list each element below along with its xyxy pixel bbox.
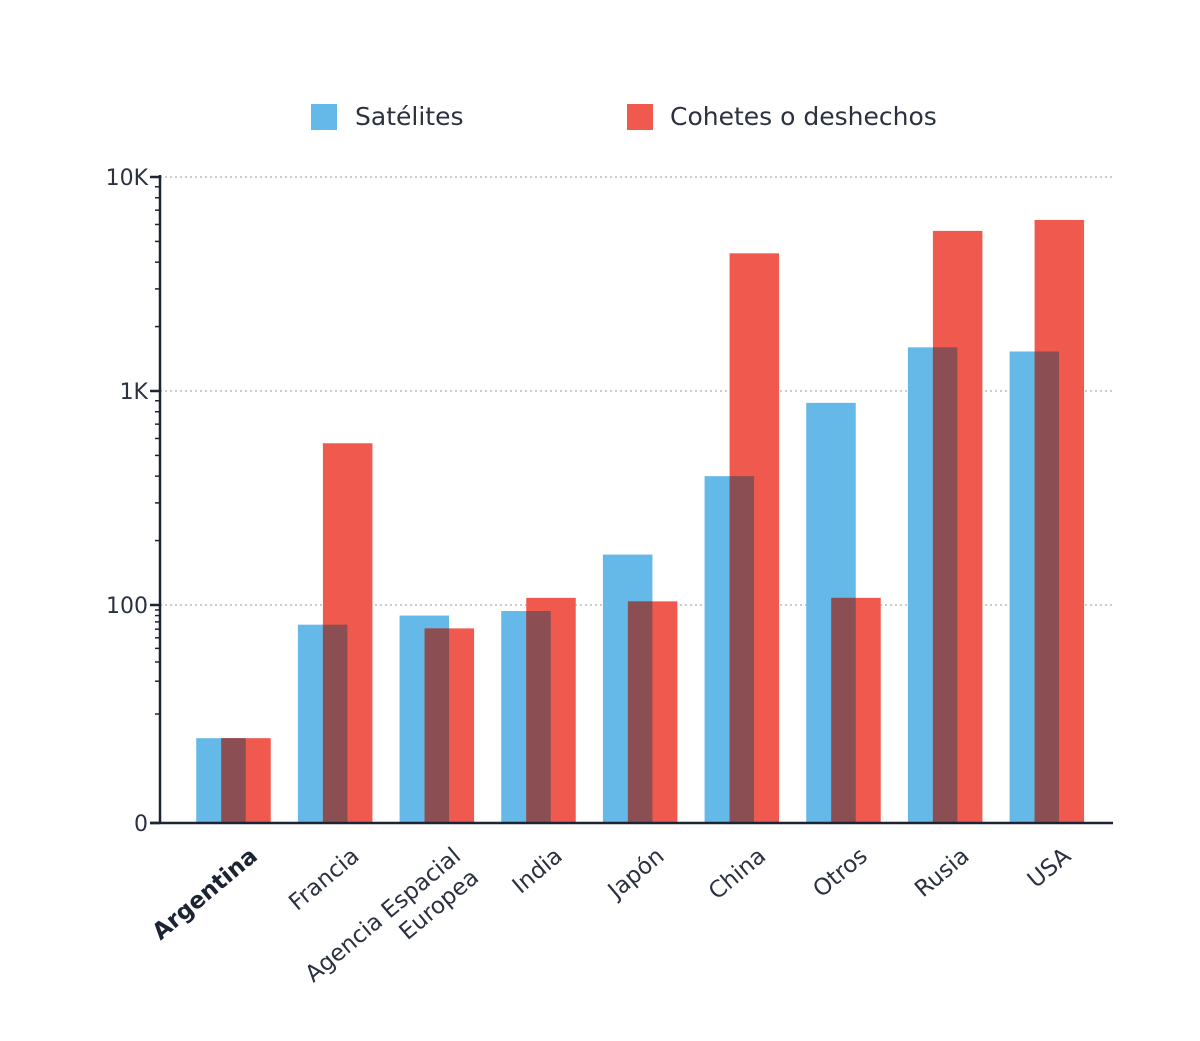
y-tick-label: 1K xyxy=(120,380,149,405)
bar-overlap xyxy=(627,601,653,823)
bar-overlap xyxy=(322,624,348,823)
x-category-label: Otros xyxy=(808,843,872,903)
bar-overlap xyxy=(221,738,246,823)
legend-label: Satélites xyxy=(355,102,463,131)
axes xyxy=(150,175,1113,825)
legend-swatch xyxy=(627,104,653,130)
bar-overlap xyxy=(526,611,551,823)
y-tick-labels: 0 100 1K 10K xyxy=(106,166,149,837)
bar-overlap xyxy=(729,476,755,823)
x-category-label: Japón xyxy=(602,843,669,905)
x-category-label: China xyxy=(704,843,771,905)
bar-overlap xyxy=(831,597,856,823)
legend-label: Cohetes o deshechos xyxy=(670,102,937,131)
y-tick-label: 10K xyxy=(106,166,149,191)
bar-overlap xyxy=(1034,351,1060,823)
x-category-label: Argentina xyxy=(148,843,263,945)
bar-overlap xyxy=(424,628,450,823)
legend: Satélites Cohetes o deshechos xyxy=(311,102,937,131)
x-category-label: India xyxy=(508,843,568,899)
bars xyxy=(196,219,1085,824)
y-tick-label: 100 xyxy=(106,594,148,619)
legend-swatch xyxy=(311,104,337,130)
x-category-label: USA xyxy=(1023,843,1076,894)
x-category-label: Rusia xyxy=(910,843,974,903)
y-tick-label: 0 xyxy=(134,812,148,837)
x-category-label: Francia xyxy=(284,843,364,916)
bar-overlap xyxy=(932,347,958,823)
